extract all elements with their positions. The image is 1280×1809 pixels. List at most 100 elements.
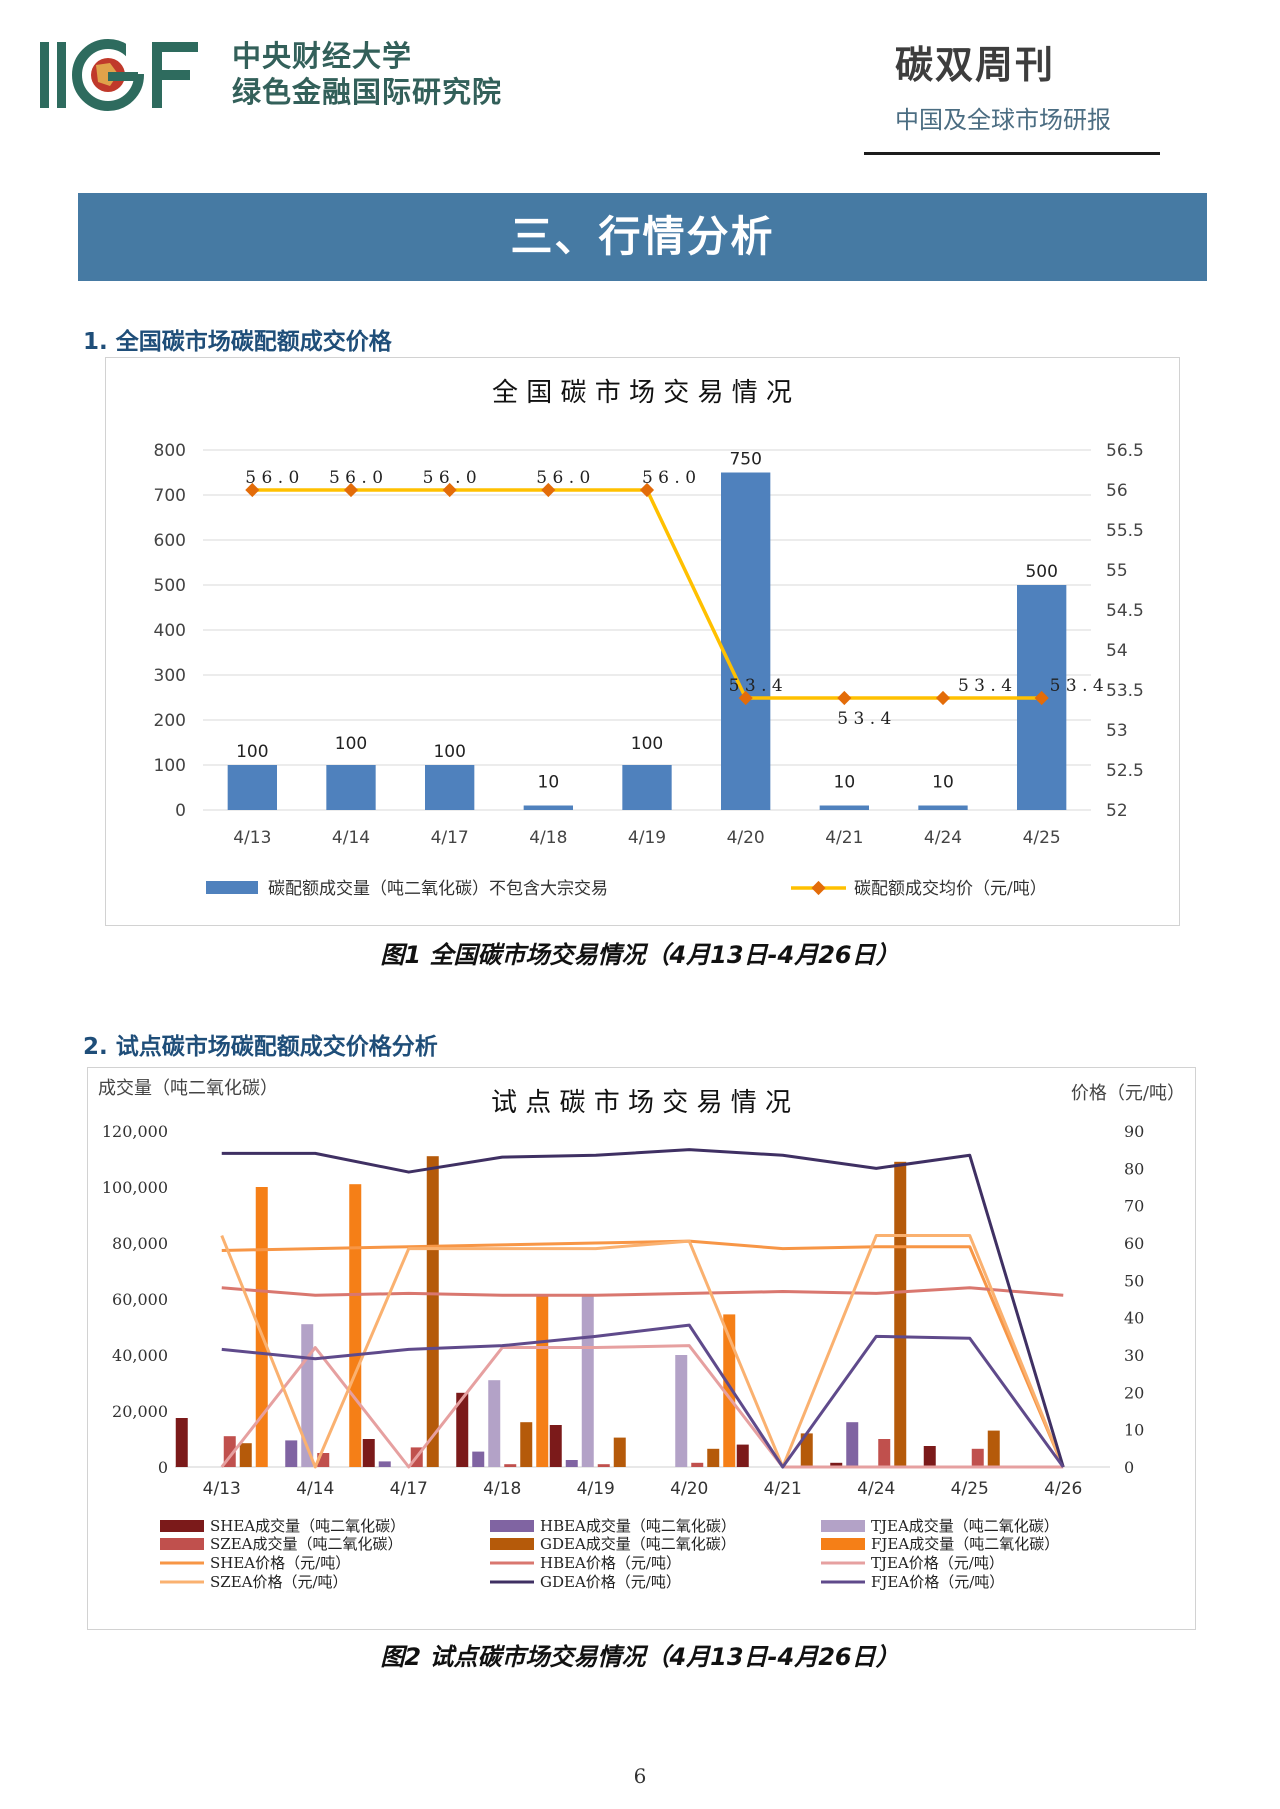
volume-bar [472,1451,485,1467]
volume-bar [285,1440,298,1467]
y-right-tick-label: 53.5 [1106,681,1144,701]
volume-bar [378,1461,391,1467]
legend-label: GDEA成交量（吨二氧化碳） [540,1535,736,1553]
volume-bar [227,765,277,810]
x-tick-label: 4/14 [332,828,370,848]
y-right-tick-label: 80 [1124,1159,1144,1178]
volume-bar [426,1156,439,1467]
legend-label: TJEA价格（元/吨） [871,1554,1004,1572]
volume-data-label: 100 [631,734,663,754]
y-left-tick-label: 100,000 [102,1178,168,1197]
y-left-axis-title: 成交量（吨二氧化碳） [98,1078,278,1099]
x-tick-label: 4/25 [951,1479,989,1499]
legend-label-price: 碳配额成交均价（元/吨） [854,879,1047,899]
org-line-2: 绿色金融国际研究院 [232,75,503,109]
legend-swatch-volume [206,881,258,894]
legend-label: TJEA成交量（吨二氧化碳） [871,1517,1059,1535]
chart-title: 全 国 碳 市 场 交 易 情 况 [492,378,792,408]
y-right-tick-label: 52.5 [1106,761,1144,781]
publication-subtitle: 中国及全球市场研报 [895,106,1111,134]
organization-name: 中央财经大学 绿色金融国际研究院 [232,38,502,110]
x-tick-label: 4/26 [1044,1479,1082,1499]
y-right-tick-label: 52 [1106,801,1128,821]
volume-data-label: 500 [1025,562,1057,582]
pilot-carbon-chart: 试 点 碳 市 场 交 易 情 况 成交量（吨二氧化碳） 价格（元/吨） 0 20,00… [98,1078,1185,1591]
y-right-tick-label: 70 [1124,1197,1144,1216]
volume-bar [830,1462,843,1467]
volume-data-label: 10 [834,773,856,793]
y-left-tick-label: 120,000 [102,1122,168,1141]
chart-title: 试 点 碳 市 场 交 易 情 况 [491,1088,791,1118]
legend-label: SZEA成交量（吨二氧化碳） [210,1535,402,1553]
y-right-tick-label: 10 [1124,1421,1144,1440]
y-left-tick-label: 500 [154,576,186,596]
x-tick-label: 4/25 [1023,828,1061,848]
volume-data-label: 10 [538,773,560,793]
price-marker [343,482,359,498]
volume-bar [597,1464,610,1467]
volume-bar [549,1425,562,1467]
price-data-label: 5 6 . 0 [245,468,299,488]
price-line [221,1323,1065,1469]
price-data-label: 5 6 . 0 [329,468,383,488]
legend-swatch [160,1538,204,1550]
volume-data-label: 100 [236,742,268,762]
section-banner: 三、行情分析 [78,193,1207,281]
y-right-tick-label: 55 [1106,561,1128,581]
y-left-tick-label: 20,000 [112,1402,168,1421]
legend-label: SZEA价格（元/吨） [210,1573,348,1591]
y-right-tick-label: 50 [1124,1271,1144,1290]
volume-bar [504,1464,517,1467]
volume-bar [488,1380,501,1467]
section2-heading: 2. 试点碳市场碳配额成交价格分析 [83,1034,438,1060]
price-marker [738,690,753,706]
volume-bar [239,1443,252,1467]
page-header: 中央财经大学 绿色金融国际研究院 碳双周刊 中国及全球市场研报 [0,0,1280,170]
price-line [221,1239,1065,1468]
y-left-tick-label: 40,000 [112,1346,168,1365]
price-marker [245,482,260,498]
y-left-tick-label: 0 [158,1458,168,1477]
x-tick-label: 4/24 [857,1479,895,1499]
volume-bar [456,1392,469,1467]
y-right-tick-label: 56.5 [1106,441,1144,461]
volume-bar [326,765,376,810]
volume-bar [846,1422,859,1467]
volume-bar [723,1314,736,1467]
volume-bar [923,1446,936,1467]
y-left-tick-label: 800 [154,441,186,461]
legend-swatch [490,1538,534,1550]
legend-swatch [160,1520,204,1532]
volume-bar [675,1355,688,1467]
price-line [252,488,1042,700]
y-left-tick-label: 100 [154,756,186,776]
x-tick-label: 4/14 [296,1479,334,1499]
y-left-tick-label: 600 [154,531,186,551]
legend-label: HBEA成交量（吨二氧化碳） [540,1517,736,1535]
y-right-tick-label: 54.5 [1106,601,1144,621]
volume-bar [819,805,869,810]
x-tick-label: 4/20 [670,1479,708,1499]
price-line [220,1234,1065,1469]
legend-label: SHEA成交量（吨二氧化碳） [210,1517,405,1535]
price-data-label: 5 6 . 0 [536,468,590,488]
volume-bar [918,805,968,810]
x-tick-label: 4/17 [431,828,469,848]
price-data-label: 5 3 . 4 [1050,676,1104,696]
y-right-tick-label: 56 [1106,481,1128,501]
volume-bar [987,1430,1000,1467]
volume-data-label: 100 [433,742,465,762]
volume-bar [721,472,771,810]
y-left-tick-label: 80,000 [112,1234,168,1253]
legend-swatch [821,1538,865,1550]
volume-bar [565,1460,578,1467]
volume-bar [175,1418,188,1467]
volume-bar [349,1184,362,1467]
x-tick-label: 4/18 [529,828,567,848]
volume-bar [425,765,475,810]
volume-bar [878,1439,891,1467]
x-tick-label: 4/19 [628,828,666,848]
legend-label: SHEA价格（元/吨） [210,1554,350,1572]
price-data-label: 5 3 . 4 [729,676,783,696]
volume-bar [971,1448,984,1467]
